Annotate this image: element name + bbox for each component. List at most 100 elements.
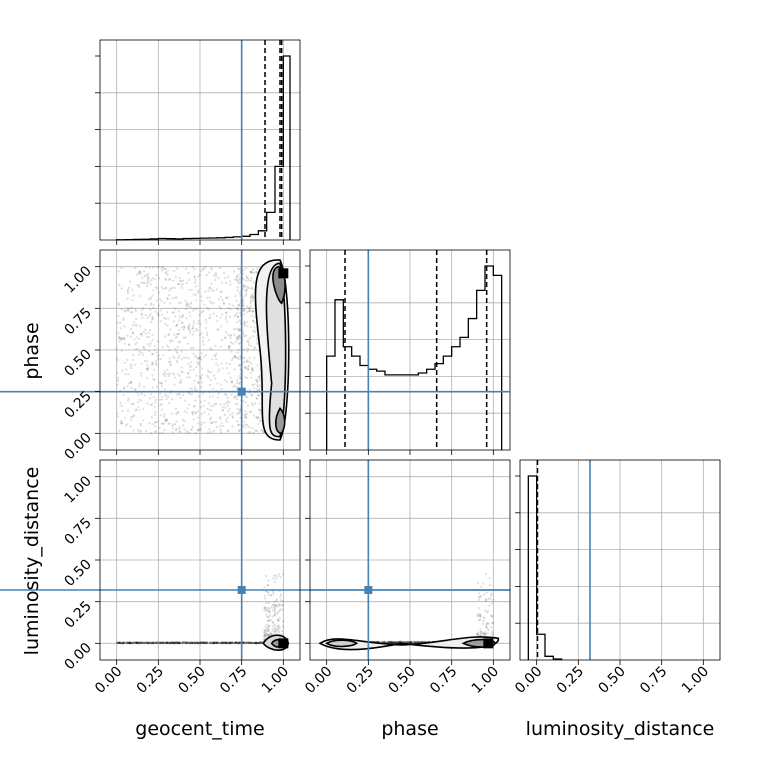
panel-geocent-time-luminosity-distance-point — [188, 641, 191, 644]
panel-geocent-time-phase-point — [259, 419, 262, 422]
panel-geocent-time-phase-point — [164, 419, 167, 422]
panel-geocent-time-luminosity-distance-point — [199, 641, 203, 644]
panel-phase-luminosity-distance-point — [485, 625, 488, 628]
panel-geocent-time-phase-point — [197, 356, 201, 359]
panel-geocent-time-phase-point — [237, 364, 240, 367]
panel-geocent-time-phase-point — [173, 286, 176, 289]
panel-phase-luminosity-distance-point — [479, 627, 482, 630]
panel-geocent-time-luminosity-distance-point — [221, 641, 224, 644]
panel-geocent-time-luminosity-distance-point — [177, 642, 180, 645]
panel-geocent-time-luminosity-distance-point — [190, 641, 193, 644]
panel-geocent-time-phase-point — [251, 297, 254, 300]
panel-geocent-time-luminosity-distance-point — [146, 641, 149, 644]
panel-geocent-time-luminosity-distance-point — [266, 615, 269, 618]
panel-geocent-time-luminosity-distance-point — [205, 641, 208, 644]
panel-geocent-time-phase-point — [146, 359, 149, 363]
panel-geocent-time-phase-point — [231, 357, 235, 360]
panel-geocent-time-phase-point — [251, 383, 254, 387]
panel-geocent-time-phase-point — [134, 323, 137, 327]
panel-geocent-time-phase-point — [209, 404, 212, 407]
panel-phase-luminosity-distance-point — [387, 640, 391, 643]
panel-geocent-time-luminosity-distance-point — [135, 641, 138, 644]
panel-geocent-time-phase-point — [159, 414, 162, 417]
panel-geocent-time-luminosity-distance-point — [146, 642, 149, 645]
panel-geocent-time-luminosity-distance-point — [255, 642, 258, 645]
panel-geocent-time-luminosity-distance-point — [197, 642, 200, 645]
panel-phase-luminosity-distance-point — [397, 640, 400, 643]
panel-geocent-time-phase-point — [169, 360, 172, 363]
panel-geocent-time-luminosity-distance-point — [268, 607, 271, 610]
panel-geocent-time-phase-point — [195, 356, 198, 359]
panel-geocent-time-luminosity-distance-point — [205, 642, 209, 645]
panel-geocent-time-phase-point — [210, 282, 213, 286]
panel-geocent-time-luminosity-distance-point — [271, 615, 274, 618]
panel-geocent-time-luminosity-distance-point — [248, 641, 252, 645]
panel-geocent-time-phase-point — [154, 424, 157, 427]
panel-geocent-time-phase-point — [143, 360, 146, 363]
panel-geocent-time-luminosity-distance-point — [170, 641, 173, 644]
panel-geocent-time-luminosity-distance-point — [221, 642, 225, 645]
panel-geocent-time-luminosity-distance-point — [168, 642, 172, 645]
panel-geocent-time-phase-point — [160, 382, 163, 385]
panel-geocent-time-luminosity-distance-point — [136, 641, 139, 645]
panel-geocent-time-luminosity-distance-point — [118, 641, 121, 644]
panel-geocent-time-luminosity-distance-point — [264, 631, 267, 634]
panel-geocent-time-luminosity-distance-point — [118, 641, 121, 644]
panel-geocent-time-phase-point — [120, 338, 123, 341]
panel-geocent-time-luminosity-distance-point — [116, 642, 119, 645]
panel-phase-luminosity-distance-point — [395, 641, 398, 644]
panel-phase-luminosity-distance-point — [405, 640, 408, 643]
panel-geocent-time-luminosity-distance-point — [174, 642, 177, 645]
panel-geocent-time-phase-point — [252, 383, 256, 386]
panel-geocent-time-luminosity-distance-point — [170, 641, 173, 644]
panel-geocent-time-phase-point — [235, 275, 239, 278]
panel-geocent-time-luminosity-distance-point — [263, 629, 266, 632]
panel-geocent-time-phase-point — [127, 397, 130, 400]
panel-geocent-time-phase-point — [164, 379, 167, 382]
panel-geocent-time-luminosity-distance-point — [165, 641, 168, 644]
panel-geocent-time-luminosity-distance-point — [264, 634, 267, 638]
panel-geocent-time-luminosity-distance-point — [271, 608, 274, 611]
panel-phase-luminosity-distance-point — [476, 632, 479, 635]
panel-geocent-time-luminosity-distance-point — [177, 641, 180, 644]
panel-geocent-time-phase-point — [151, 316, 154, 319]
panel-geocent-time-phase-point — [176, 361, 179, 364]
panel-geocent-time-luminosity-distance-point — [147, 641, 151, 644]
panel-geocent-time-luminosity-distance-point — [155, 642, 158, 645]
panel-geocent-time-luminosity-distance-point — [247, 641, 250, 644]
panel-geocent-time-luminosity-distance-point — [193, 642, 196, 645]
panel-geocent-time-phase-point — [207, 376, 210, 379]
panel-geocent-time-phase-point — [210, 302, 213, 305]
panel-geocent-time-phase-point — [197, 429, 200, 432]
panel-geocent-time-phase-point — [130, 402, 134, 406]
panel-phase-luminosity-distance-point — [404, 640, 407, 644]
panel-geocent-time-phase-point — [235, 275, 239, 278]
panel-geocent-time-phase-point — [212, 289, 215, 292]
panel-geocent-time-phase-point — [226, 396, 229, 399]
panel-phase-luminosity-distance-point — [482, 593, 486, 596]
panel-geocent-time-phase-point — [206, 407, 209, 410]
panel-geocent-time-phase-point — [204, 318, 207, 322]
panel-geocent-time-phase-point — [237, 304, 240, 307]
panel-geocent-time-phase-point — [203, 411, 206, 414]
panel-geocent-time-phase-point — [162, 422, 166, 425]
panel-geocent-time-phase-point — [193, 281, 196, 284]
panel-geocent-time-luminosity-distance-point — [139, 641, 142, 644]
panel-geocent-time-phase-point — [249, 325, 253, 329]
panel-geocent-time-phase-point — [142, 307, 145, 310]
panel-geocent-time-phase-point — [198, 273, 201, 277]
panel-geocent-time-phase-point — [251, 367, 254, 370]
panel-phase-luminosity-distance-point — [421, 640, 424, 643]
panel-geocent-time-phase-point — [245, 360, 248, 363]
panel-phase-luminosity-distance-point — [408, 641, 411, 644]
panel-geocent-time-luminosity-distance-point — [215, 642, 219, 645]
panel-geocent-time-luminosity-distance-point — [242, 642, 245, 645]
panel-geocent-time-phase-point — [212, 301, 215, 304]
panel-geocent-time-luminosity-distance-point — [263, 637, 266, 640]
panel-geocent-time-luminosity-distance-point — [206, 641, 209, 644]
panel-geocent-time-phase-point — [138, 270, 141, 273]
panel-geocent-time-luminosity-distance-point — [234, 641, 237, 644]
panel-geocent-time-luminosity-distance-point — [277, 604, 280, 608]
panel-geocent-time-luminosity-distance-point — [252, 641, 255, 645]
panel-geocent-time-luminosity-distance-point — [140, 641, 144, 645]
